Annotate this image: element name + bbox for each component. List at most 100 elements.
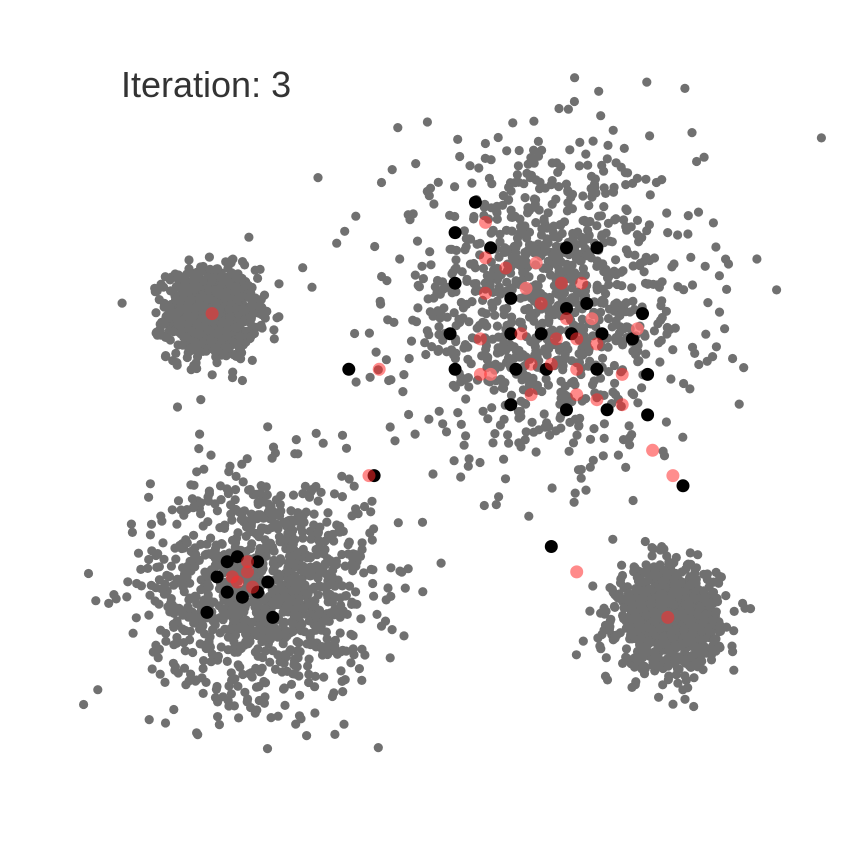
data-point (154, 644, 164, 654)
previous-centroid (595, 327, 609, 341)
data-point (467, 178, 477, 188)
data-point (206, 533, 216, 543)
data-point (659, 544, 669, 554)
data-point (222, 343, 232, 353)
data-point (249, 328, 259, 339)
data-point (267, 453, 277, 463)
data-point (145, 479, 155, 489)
data-point (343, 540, 353, 550)
data-point (168, 308, 178, 318)
data-point (608, 534, 618, 544)
data-point (702, 356, 712, 366)
current-centroid (230, 575, 244, 589)
data-point (246, 668, 256, 678)
data-point (190, 676, 201, 686)
data-point (465, 161, 475, 171)
data-point (304, 677, 314, 688)
data-point (502, 146, 512, 156)
data-point (222, 656, 232, 667)
data-point (618, 266, 628, 276)
data-point (269, 334, 279, 344)
current-centroid (661, 610, 675, 624)
data-point (294, 638, 304, 648)
data-point (200, 567, 210, 577)
data-point (265, 634, 276, 644)
data-point (422, 117, 432, 127)
data-point (541, 347, 551, 357)
data-point (459, 343, 469, 353)
data-point (190, 337, 200, 347)
data-point (351, 377, 361, 387)
data-point (187, 326, 197, 336)
data-point (567, 260, 577, 270)
previous-centroid (636, 307, 649, 321)
data-point (283, 565, 293, 575)
data-point (585, 606, 595, 616)
data-point (568, 438, 579, 448)
data-point (359, 501, 370, 512)
data-point (368, 565, 378, 575)
data-point (565, 417, 575, 427)
data-point (637, 383, 647, 393)
data-point (161, 332, 171, 342)
data-point (144, 554, 154, 565)
data-point (150, 287, 160, 297)
data-point (425, 183, 436, 193)
data-point (337, 549, 347, 560)
data-point (678, 685, 688, 695)
data-point (656, 301, 666, 311)
data-point (400, 583, 410, 593)
data-point (364, 328, 374, 338)
data-point (340, 591, 350, 601)
data-point (336, 666, 346, 676)
data-point (304, 654, 314, 664)
data-point (365, 372, 375, 382)
data-point (351, 211, 361, 221)
data-point (514, 145, 524, 156)
data-point (610, 215, 620, 225)
data-point (585, 434, 596, 444)
data-point (659, 451, 670, 461)
data-point (288, 490, 299, 500)
data-point (370, 241, 380, 252)
data-point (661, 417, 672, 427)
data-point (442, 312, 452, 322)
data-point (531, 218, 541, 228)
data-point (610, 299, 620, 309)
data-point (738, 598, 748, 609)
data-point (230, 536, 240, 546)
data-point (355, 551, 366, 562)
data-point (711, 608, 721, 618)
data-point (723, 259, 734, 269)
data-point (325, 608, 336, 618)
data-point (641, 610, 651, 621)
data-point (506, 212, 516, 222)
data-point (654, 282, 665, 292)
data-point (257, 566, 267, 576)
data-point (417, 517, 428, 527)
data-point (337, 430, 348, 440)
previous-centroid (210, 570, 224, 584)
data-point (634, 574, 644, 584)
data-point (230, 615, 240, 626)
data-point (272, 313, 282, 323)
data-point (395, 254, 405, 264)
data-point (169, 622, 179, 633)
data-point (185, 344, 196, 354)
data-point (207, 275, 217, 286)
data-point (639, 267, 649, 277)
data-point (228, 367, 238, 377)
data-point (518, 267, 528, 278)
data-point (144, 715, 154, 725)
previous-centroid (220, 555, 234, 569)
data-point (462, 299, 472, 309)
data-point (461, 394, 471, 404)
data-point (339, 719, 349, 729)
data-point (601, 606, 611, 617)
data-point (387, 165, 397, 175)
data-point (204, 489, 214, 499)
data-point (701, 329, 711, 339)
data-point (260, 692, 270, 702)
current-centroid (362, 469, 376, 483)
data-point (480, 318, 490, 328)
